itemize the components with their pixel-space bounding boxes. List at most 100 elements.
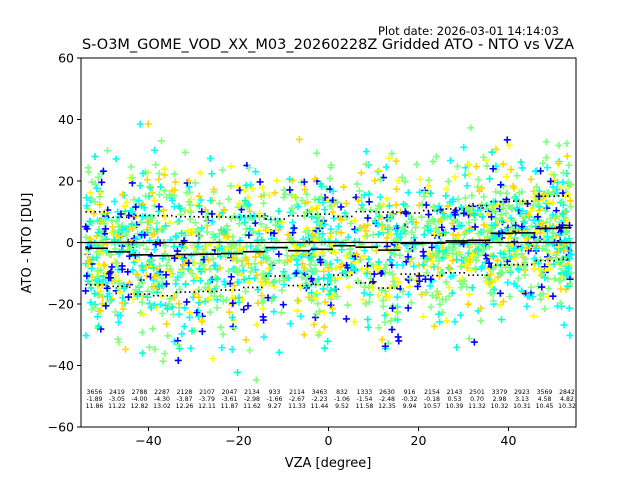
scatter-point [118,226,126,234]
scatter-point [477,317,485,325]
scatter-point [96,201,104,209]
scatter-point [143,245,151,253]
scatter-point [545,285,553,293]
scatter-point [404,253,412,261]
scatter-point [258,183,266,191]
scatter-point [97,287,105,295]
scatter-point [275,348,283,356]
scatter-point [284,274,292,282]
scatter-point [355,187,363,195]
scatter-point [256,210,264,218]
scatter-point [204,296,212,304]
scatter-point [386,224,394,232]
scatter-point [555,243,563,251]
scatter-point [405,283,413,291]
scatter-point [506,267,514,275]
scatter-point [185,198,193,206]
scatter-point [453,163,461,171]
scatter-point [394,333,402,341]
scatter-point [227,273,235,281]
scatter-point [235,293,243,301]
scatter-point [205,295,213,303]
scatter-point [549,229,557,237]
scatter-point [513,204,521,212]
scatter-point [158,309,166,317]
scatter-point [465,170,473,178]
scatter-point [173,289,181,297]
scatter-point [435,310,443,318]
scatter-point [326,202,334,210]
scatter-point [392,201,400,209]
scatter-point [150,196,158,204]
scatter-point [311,261,319,269]
scatter-point [543,246,551,254]
bin-count-label: 933 [269,389,281,396]
bin-count-label: 2788 [132,389,148,396]
bin-mean-label: 2.98 [493,396,507,403]
scatter-point [207,289,215,297]
scatter-point [85,168,93,176]
scatter-point [124,268,132,276]
scatter-point [544,275,552,283]
scatter-point [477,304,485,312]
scatter-point [164,332,172,340]
scatter-point [507,166,515,174]
scatter-point [278,218,286,226]
scatter-point [84,277,92,285]
scatter-point [131,222,139,230]
scatter-point [82,287,90,295]
scatter-point [389,277,397,285]
scatter-point [275,207,283,215]
scatter-point [174,356,182,364]
bin-count-label: 2842 [559,389,575,396]
scatter-point [171,186,179,194]
scatter-point [337,203,345,211]
scatter-point [415,277,423,285]
scatter-point [149,325,157,333]
scatter-point [145,182,153,190]
scatter-point [436,318,444,326]
scatter-point [539,191,547,199]
scatter-point [340,183,348,191]
scatter-point [489,165,497,173]
scatter-point [319,216,327,224]
scatter-point [503,189,511,197]
scatter-point [197,196,205,204]
scatter-point [398,173,406,181]
scatter-point [156,191,164,199]
scatter-point [449,249,457,257]
scatter-point [135,197,143,205]
bin-count-label: 2107 [199,389,215,396]
scatter-point [271,189,279,197]
scatter-point [365,198,373,206]
scatter-point [471,264,479,272]
scatter-point [247,264,255,272]
scatter-point [178,229,186,237]
scatter-point [254,286,262,294]
scatter-point [468,204,476,212]
scatter-point [393,185,401,193]
scatter-point [133,292,141,300]
scatter-point [180,322,188,330]
scatter-point [566,247,574,255]
scatter-point [94,282,102,290]
scatter-point [331,276,339,284]
scatter-point [383,234,391,242]
scatter-point [505,141,513,149]
scatter-point [215,200,223,208]
scatter-point [156,183,164,191]
scatter-point [326,174,334,182]
scatter-point [561,214,569,222]
scatter-point [492,214,500,222]
scatter-point [143,176,151,184]
scatter-point [199,245,207,253]
scatter-point [394,308,402,316]
scatter-point [390,282,398,290]
scatter-point [556,277,564,285]
scatter-point [414,282,422,290]
scatter-point [172,280,180,288]
scatter-point [82,194,90,202]
scatter-point [224,232,232,240]
scatter-point [496,249,504,257]
scatter-point [102,215,110,223]
